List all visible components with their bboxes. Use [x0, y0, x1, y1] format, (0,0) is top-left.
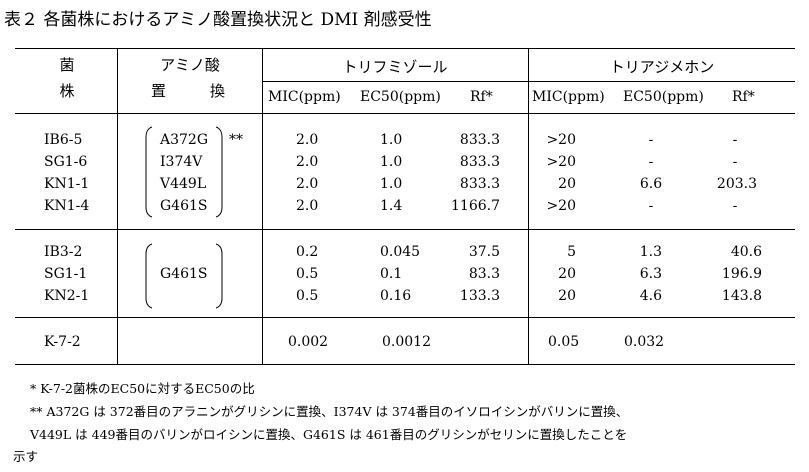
strain: IB6-5 — [44, 132, 83, 148]
header-strain-2: 株 — [59, 82, 75, 100]
strain: K-7-2 — [44, 334, 81, 350]
rule-top — [15, 48, 795, 49]
cell-t-rf: 833.3 — [459, 176, 500, 192]
cell-t-ec50: 0.1 — [380, 266, 403, 282]
cell-t-rf: 833.3 — [459, 132, 500, 148]
rule-header-bottom — [15, 113, 795, 114]
bracket-right-2 — [215, 243, 223, 309]
strain: KN2-1 — [44, 288, 90, 304]
cell-t-mic: 0.2 — [296, 244, 319, 260]
substitution: V449L — [160, 176, 207, 192]
cell-t-ec50: 1.0 — [380, 132, 403, 148]
substitution: G461S — [160, 198, 208, 214]
cell-t-rf: 1166.7 — [451, 198, 500, 214]
bracket-right-1 — [215, 126, 223, 218]
footnote-mark: ** — [229, 132, 243, 148]
strain: KN1-1 — [44, 176, 90, 192]
header-substitution-2b: 換 — [210, 82, 226, 100]
rule-section-1 — [15, 229, 795, 230]
cell-a-mic: >20 — [546, 132, 576, 148]
cell-a-rf: 203.3 — [716, 176, 757, 192]
cell-t-rf: 37.5 — [468, 244, 500, 260]
cell-t-ec50: 1.4 — [380, 198, 403, 214]
cell-a-mic: 5 — [567, 244, 576, 260]
substitution: G461S — [160, 266, 208, 282]
cell-t-mic: 0.002 — [288, 334, 329, 350]
header-ec50-1: EC50(ppm) — [360, 89, 441, 105]
cell-t-mic: 0.5 — [296, 288, 319, 304]
cell-a-rf: 196.9 — [721, 266, 762, 282]
cell-t-ec50: 1.0 — [380, 154, 403, 170]
cell-a-rf: 40.6 — [730, 244, 762, 260]
cell-a-rf: - — [732, 132, 738, 148]
header-triadimefon: トリアジメホン — [609, 58, 715, 76]
header-strain-1: 菌 — [59, 56, 75, 74]
rule-section-2 — [15, 317, 795, 318]
header-substitution-1: アミノ酸 — [160, 56, 220, 74]
cell-a-ec50: 1.3 — [639, 244, 662, 260]
cell-t-mic: 2.0 — [296, 176, 319, 192]
cell-a-ec50: - — [648, 132, 654, 148]
header-mic-1: MIC(ppm) — [268, 89, 341, 105]
cell-t-ec50: 0.16 — [380, 288, 412, 304]
header-rf-1: Rf* — [470, 89, 493, 105]
header-ec50-2: EC50(ppm) — [623, 89, 704, 105]
cell-a-mic: 20 — [558, 176, 576, 192]
cell-a-rf: - — [732, 154, 738, 170]
vrule-2 — [262, 48, 263, 364]
strain: KN1-4 — [44, 198, 90, 214]
cell-a-ec50: 0.032 — [624, 334, 665, 350]
cell-t-mic: 2.0 — [296, 132, 319, 148]
cell-a-mic: 20 — [558, 266, 576, 282]
footnote-2: ** A372G は 372番目のアラニンがグリシンに置換、I374V は 37… — [30, 404, 629, 419]
header-triflumizole: トリフミゾール — [342, 58, 448, 76]
footnote-1: * K-7-2菌株のEC50に対するEC50の比 — [30, 381, 255, 396]
cell-t-mic: 0.5 — [296, 266, 319, 282]
cell-t-mic: 2.0 — [296, 198, 319, 214]
cell-a-ec50: 4.6 — [639, 288, 662, 304]
cell-a-ec50: - — [648, 198, 654, 214]
footnote-3: V449L は 449番目のバリンがロイシンに置換、G461S は 461番目の… — [30, 427, 628, 442]
substitution: A372G — [160, 132, 209, 148]
cell-t-rf: 833.3 — [459, 154, 500, 170]
vrule-3 — [528, 48, 529, 364]
cell-a-rf: 143.8 — [721, 288, 762, 304]
cell-a-ec50: - — [648, 154, 654, 170]
cell-a-mic: >20 — [546, 198, 576, 214]
cell-t-ec50: 0.0012 — [382, 334, 431, 350]
header-mic-2: MIC(ppm) — [532, 89, 605, 105]
footnote-4: 示す — [13, 449, 39, 464]
cell-t-mic: 2.0 — [296, 154, 319, 170]
cell-a-mic: 20 — [558, 288, 576, 304]
cell-t-ec50: 0.045 — [380, 244, 421, 260]
header-substitution-2a: 置 — [151, 82, 167, 100]
bracket-left-1 — [145, 126, 153, 218]
substitution: I374V — [160, 154, 203, 170]
vrule-1 — [117, 48, 118, 364]
table-title: 表２ 各菌株におけるアミノ酸置換状況と DMI 剤感受性 — [4, 10, 432, 30]
strain: SG1-6 — [44, 154, 88, 170]
bracket-left-2 — [145, 243, 153, 309]
cell-a-rf: - — [732, 198, 738, 214]
cell-t-rf: 83.3 — [468, 266, 500, 282]
cell-t-rf: 133.3 — [459, 288, 500, 304]
header-rf-2: Rf* — [732, 89, 755, 105]
strain: IB3-2 — [44, 244, 83, 260]
strain: SG1-1 — [44, 266, 88, 282]
cell-t-ec50: 1.0 — [380, 176, 403, 192]
cell-a-mic: 0.05 — [548, 334, 580, 350]
cell-a-mic: >20 — [546, 154, 576, 170]
cell-a-ec50: 6.3 — [639, 266, 662, 282]
cell-a-ec50: 6.6 — [639, 176, 663, 192]
rule-bottom — [15, 364, 795, 365]
